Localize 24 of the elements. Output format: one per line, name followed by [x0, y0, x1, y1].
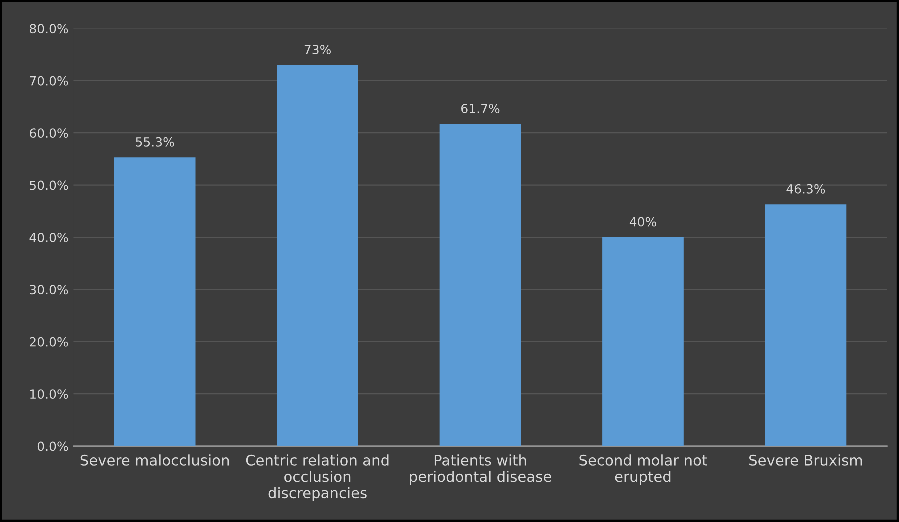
bar [602, 238, 684, 446]
bar [277, 65, 358, 446]
data-label: 73% [304, 45, 331, 54]
y-tick-label: 10.0% [30, 390, 68, 400]
bar [765, 204, 847, 446]
y-tick-label: 50.0% [30, 180, 68, 190]
y-tick-label: 60.0% [30, 128, 68, 138]
data-label: 55.3% [136, 137, 174, 147]
y-tick-label: 0.0% [38, 442, 68, 452]
x-tick-label: Centric relation and occlusion discrepancies [246, 454, 389, 502]
data-label: 40% [630, 217, 656, 227]
x-tick-label: Severe Bruxism [749, 454, 862, 466]
data-label: 46.3% [786, 184, 826, 194]
x-tick-label: Second molar not erupted [580, 454, 708, 486]
y-tick-label: 70.0% [30, 76, 68, 86]
y-tick-label: 40.0% [30, 232, 68, 242]
y-tick-label: 20.0% [30, 337, 68, 347]
y-tick-label: 80.0% [30, 24, 68, 34]
x-tick-label: Patients with periodontal disease [410, 454, 552, 486]
bar [440, 124, 522, 446]
y-tick-label: 30.0% [30, 285, 68, 295]
data-label: 61.7% [462, 104, 500, 114]
x-tick-label: Severe malocclusion [80, 454, 230, 466]
bar [114, 158, 196, 446]
